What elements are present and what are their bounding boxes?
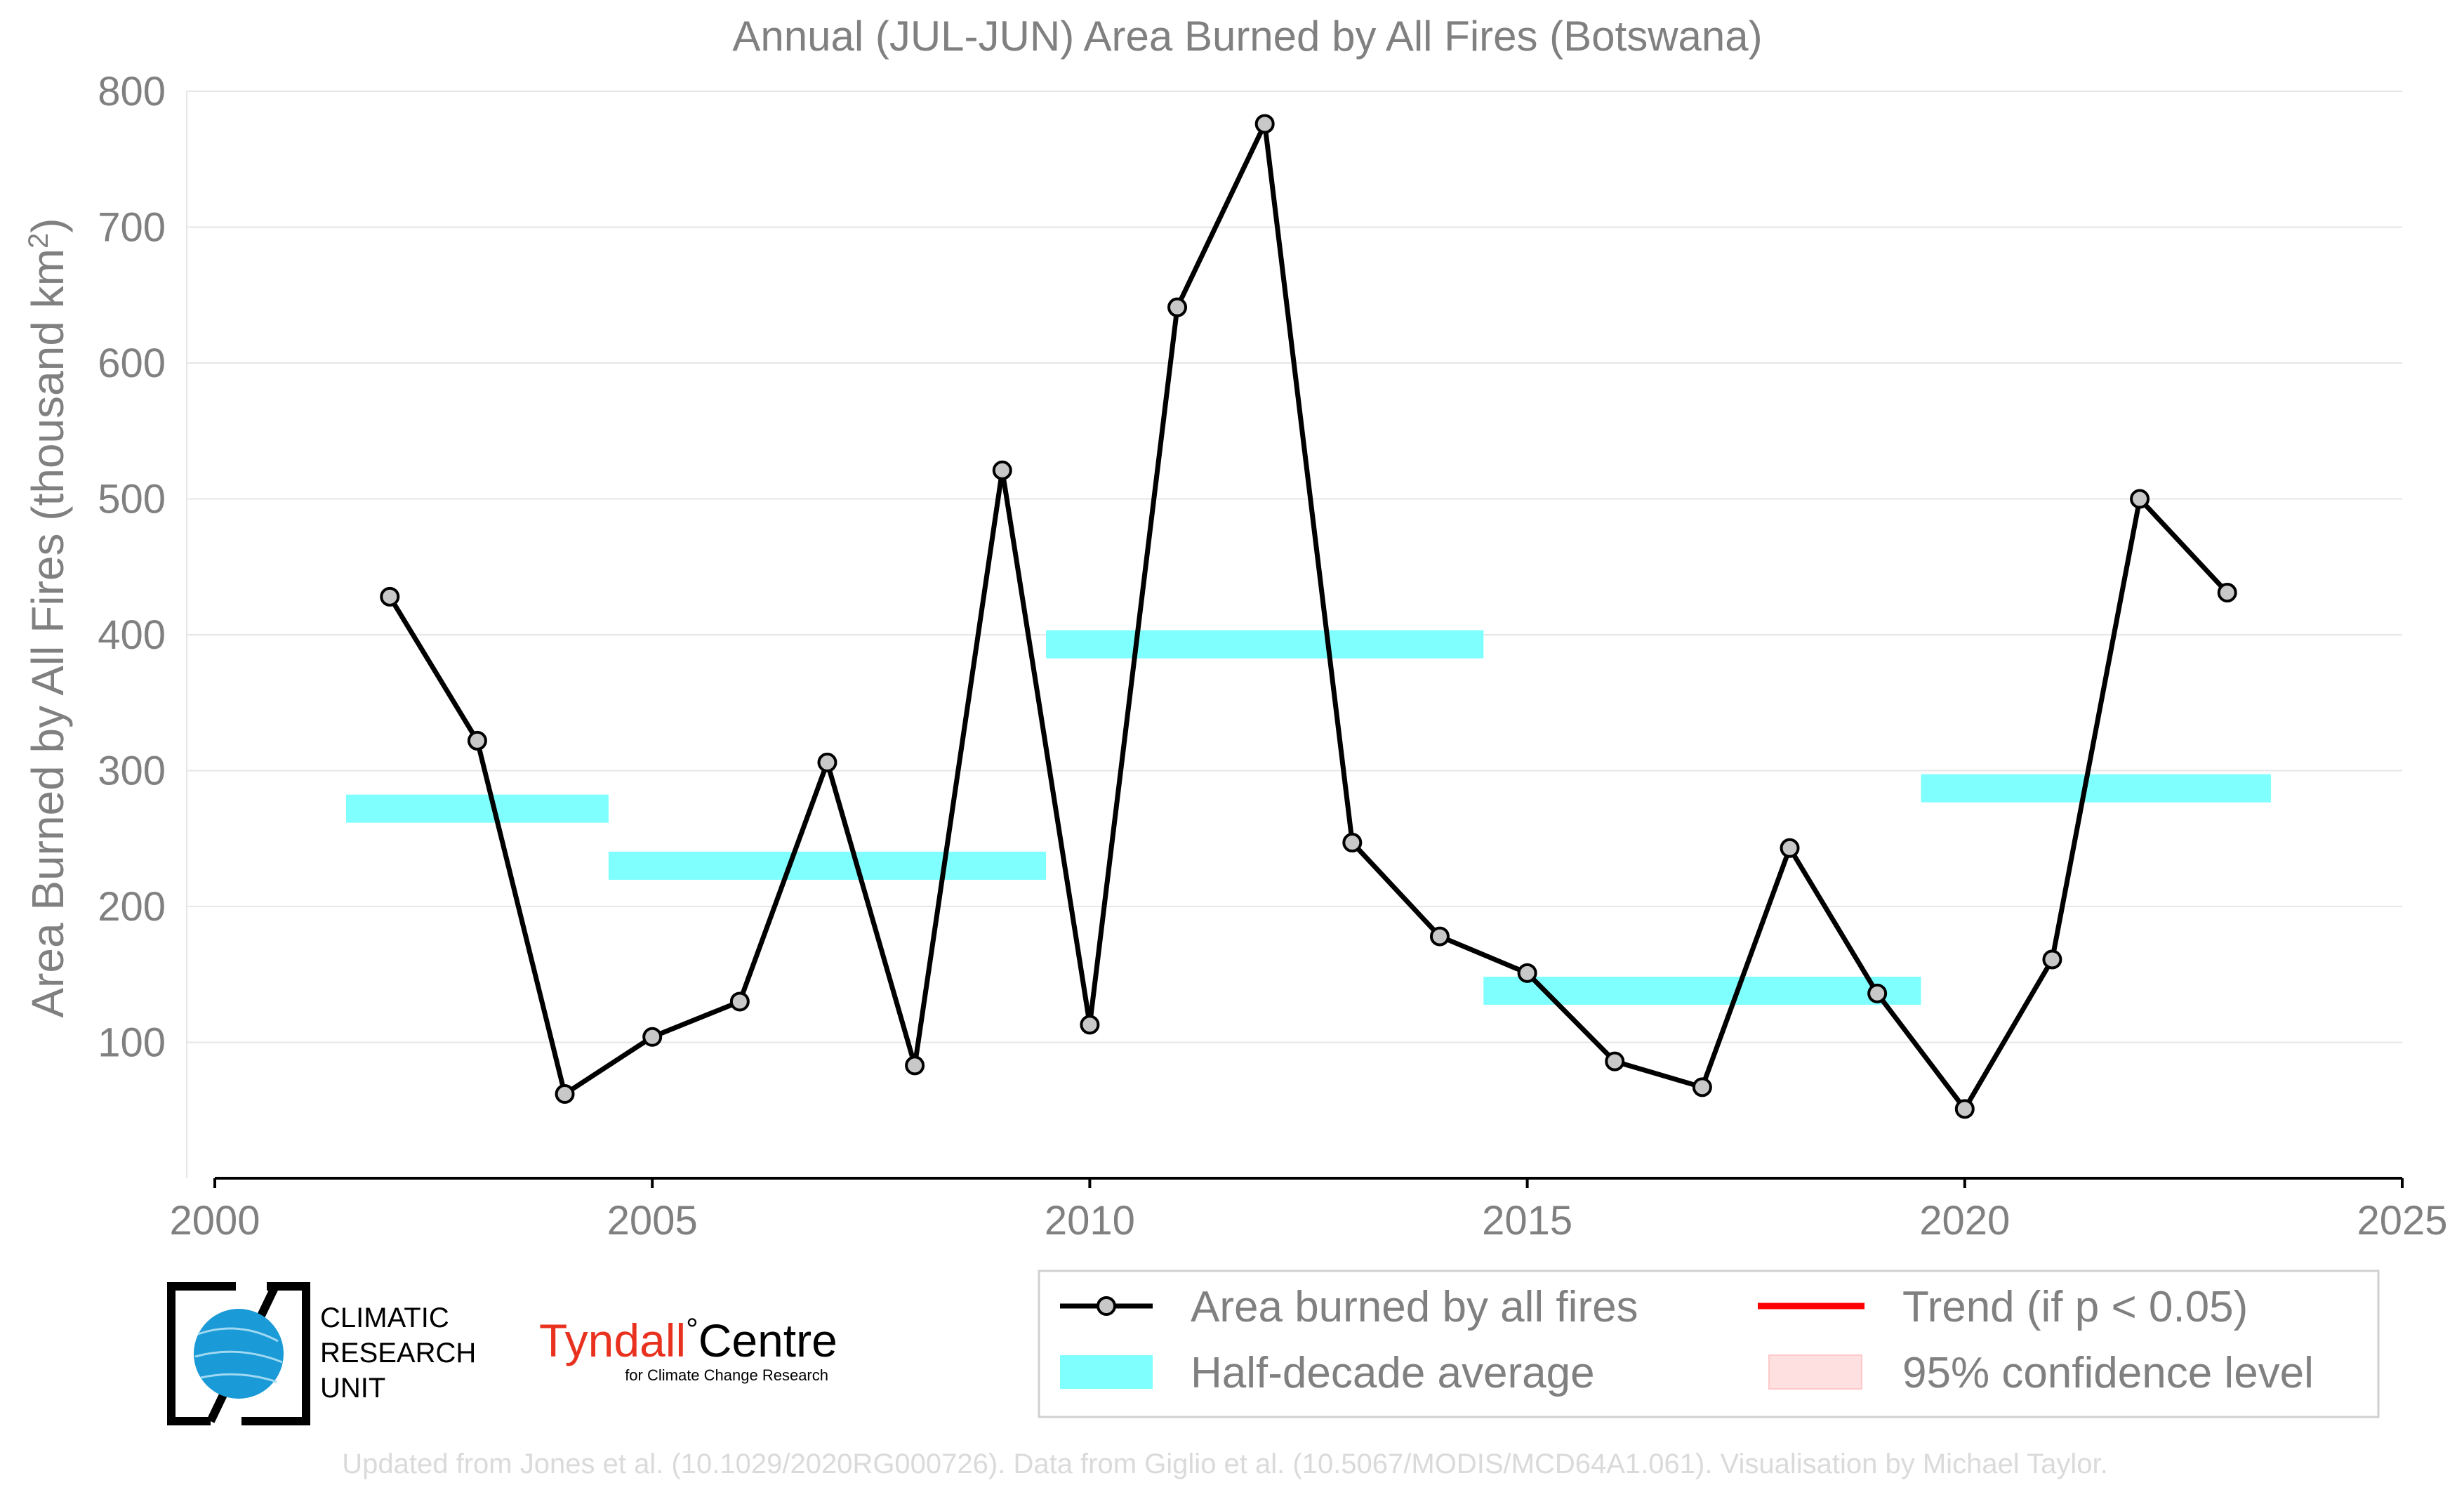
- y-axis-label: Area Burned by All Fires (thousand km2): [22, 218, 73, 1017]
- cru-logo-line-1: CLIMATIC: [320, 1303, 449, 1333]
- legend-label-trend: Trend (if p < 0.05): [1902, 1283, 2248, 1331]
- data-point: [1954, 1099, 1975, 1119]
- data-point: [2042, 949, 2062, 970]
- legend-label-half-decade: Half-decade average: [1191, 1349, 1595, 1397]
- legend-label-confidence: 95% confidence level: [1902, 1349, 2314, 1397]
- footer-credit: Updated from Jones et al. (10.1029/2020R…: [342, 1449, 2107, 1479]
- y-tick-label: 800: [98, 69, 166, 114]
- data-point: [467, 730, 487, 751]
- tyndall-logo-centre: Centre: [698, 1314, 837, 1366]
- y-tick-label: 500: [98, 477, 166, 522]
- data-point: [1605, 1051, 1625, 1071]
- x-tick-label: 2025: [2357, 1198, 2447, 1244]
- x-tick-label: 2000: [169, 1198, 260, 1244]
- data-point: [817, 752, 837, 772]
- data-point: [1342, 833, 1363, 853]
- legend-marker: [1097, 1296, 1116, 1316]
- legend-patch-half-decade: [1060, 1355, 1153, 1389]
- cru-logo-line-3: UNIT: [320, 1373, 385, 1404]
- legend: Area burned by all fires Trend (if p < 0…: [1038, 1270, 2380, 1418]
- data-point: [1429, 926, 1450, 947]
- legend-patch-confidence: [1768, 1354, 1862, 1390]
- x-tick-label: 2015: [1482, 1198, 1572, 1244]
- tyndall-logo-name-red: Tyndall: [539, 1314, 686, 1366]
- data-point: [1780, 838, 1800, 858]
- tyndall-logo-subtitle: for Climate Change Research: [625, 1366, 828, 1384]
- chart-title: Annual (JUL-JUN) Area Burned by All Fire…: [732, 13, 1762, 60]
- y-tick-label: 200: [98, 884, 166, 930]
- y-tick-label: 300: [98, 748, 166, 794]
- data-point: [1517, 963, 1537, 983]
- y-axis-label-close: ): [22, 218, 73, 232]
- legend-frame: [1038, 1270, 2380, 1418]
- data-point: [1692, 1077, 1712, 1097]
- data-point: [2130, 489, 2150, 509]
- half-decade-bar: [345, 794, 609, 823]
- data-point: [729, 991, 750, 1012]
- half-decade-bar: [1483, 976, 1921, 1005]
- series-markers: [380, 114, 2237, 1119]
- series-line: [388, 121, 2230, 1112]
- series-line-area-burned: [388, 121, 2230, 1112]
- tyndall-logo: Tyndall°Centre for Climate Change Resear…: [539, 1312, 837, 1385]
- x-tick-label: 2020: [1919, 1198, 2010, 1244]
- y-tick-label: 100: [98, 1020, 166, 1066]
- y-axis-label-main: Area Burned by All Fires (thousand km: [22, 249, 73, 1018]
- half-decade-bar: [1046, 630, 1484, 659]
- cru-globe-lines: [194, 1327, 283, 1383]
- tyndall-logo-degree: °: [686, 1312, 698, 1347]
- cru-logo-line-2: RESEARCH: [320, 1338, 476, 1369]
- x-tick-label: 2010: [1045, 1198, 1135, 1244]
- data-point: [642, 1027, 663, 1047]
- data-point: [905, 1055, 925, 1076]
- half-decade-bar: [608, 851, 1047, 880]
- tyndall-logo-name: Tyndall°Centre: [539, 1312, 837, 1367]
- x-tick-label: 2005: [607, 1198, 698, 1244]
- half-decade-bar: [1921, 774, 2272, 803]
- data-point: [2217, 583, 2237, 603]
- data-point: [555, 1084, 575, 1104]
- data-point: [1167, 297, 1188, 317]
- cru-logo: CLIMATIC RESEARCH UNIT: [167, 1282, 476, 1425]
- data-point: [1080, 1015, 1100, 1035]
- cru-globe-icon: [194, 1309, 284, 1399]
- y-tick-label: 600: [98, 341, 166, 386]
- data-point: [380, 586, 400, 607]
- data-point: [992, 460, 1012, 480]
- half-decade-bars: [345, 630, 2272, 1005]
- data-point: [1867, 983, 1888, 1003]
- legend-label-area-burned: Area burned by all fires: [1191, 1283, 1638, 1331]
- y-tick-label: 700: [98, 205, 166, 251]
- axes: 100 200 300 400 500 600 700 800 2000 2005 2010 2015…: [98, 69, 2447, 1244]
- data-point: [1254, 114, 1275, 134]
- y-tick-label: 400: [98, 612, 166, 658]
- y-axis-label-superscript: 2: [23, 233, 54, 249]
